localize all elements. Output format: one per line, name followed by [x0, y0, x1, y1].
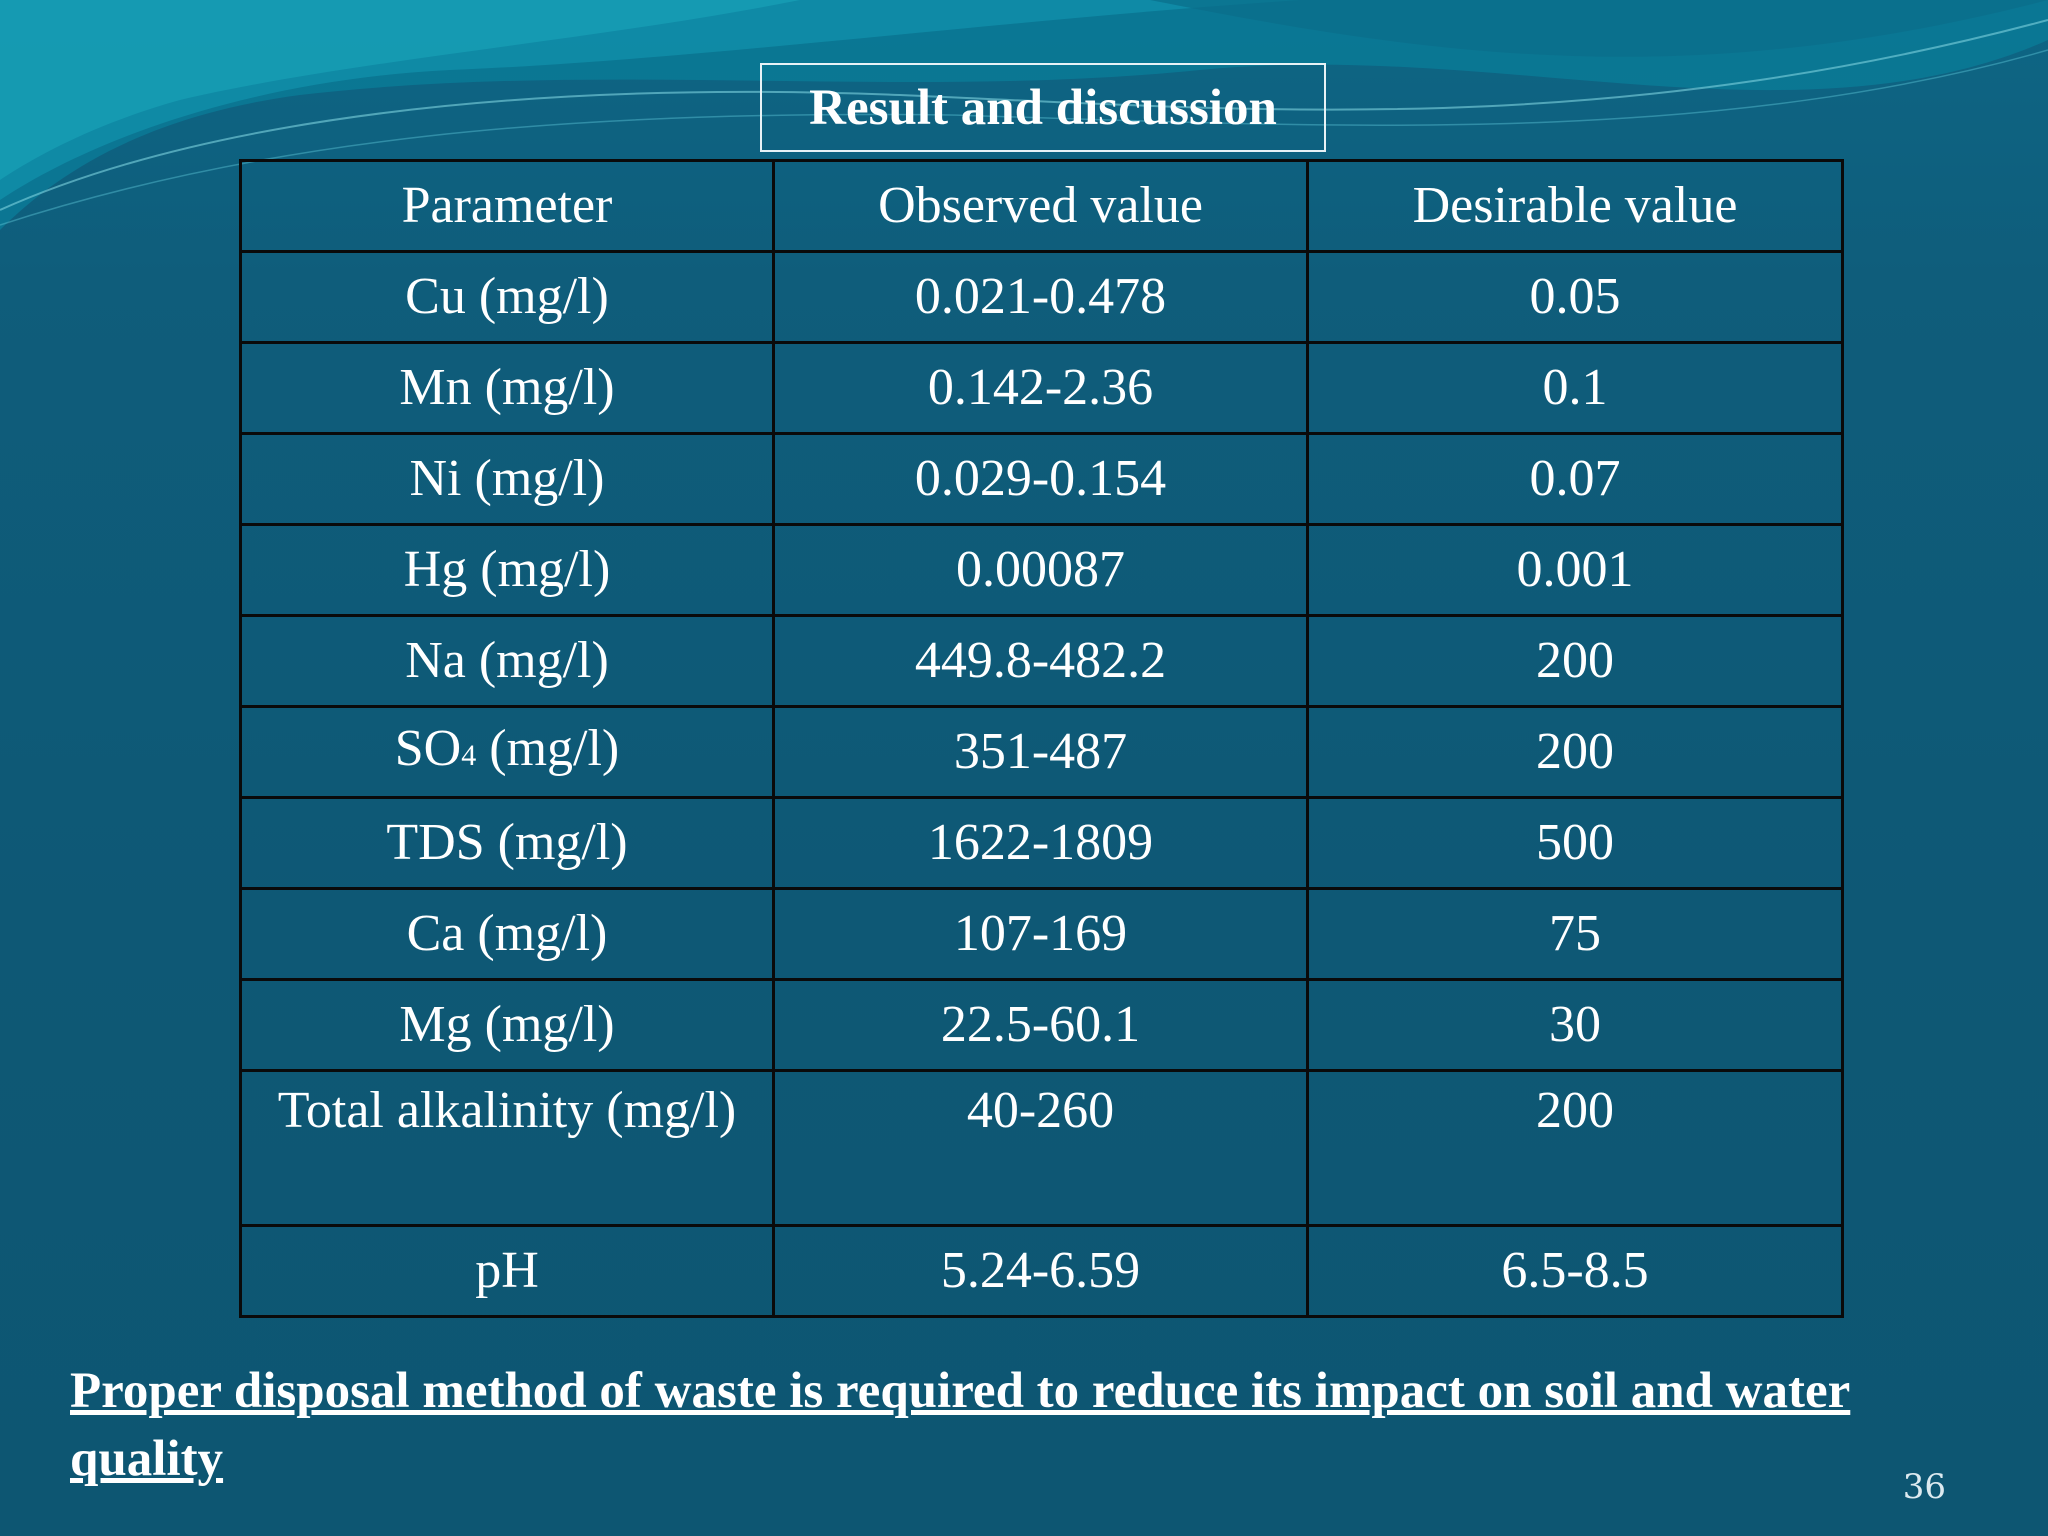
desirable-value-cell: 0.05	[1306, 250, 1844, 344]
page-number: 36	[1902, 1467, 1946, 1507]
table-header-row: Parameter Observed value Desirable value	[239, 159, 1844, 253]
observed-value-cell: 351-487	[772, 705, 1309, 799]
desirable-value-cell: 0.07	[1306, 432, 1844, 526]
desirable-value-cell: 0.001	[1306, 523, 1844, 617]
parameter-cell: Total alkalinity (mg/l)	[239, 1069, 775, 1227]
results-table: Parameter Observed value Desirable value…	[239, 159, 1844, 1318]
parameter-cell: Ni (mg/l)	[239, 432, 775, 526]
observed-value-cell: 0.021-0.478	[772, 250, 1309, 344]
observed-value-cell: 0.00087	[772, 523, 1309, 617]
table-row: Hg (mg/l) 0.00087 0.001	[239, 523, 1844, 617]
parameter-cell: SO4 (mg/l)	[239, 705, 775, 799]
desirable-value-cell: 6.5-8.5	[1306, 1224, 1844, 1318]
table-row: Mn (mg/l) 0.142-2.36 0.1	[239, 341, 1844, 435]
parameter-cell: pH	[239, 1224, 775, 1318]
column-header-desirable-value: Desirable value	[1306, 159, 1844, 253]
observed-value-cell: 1622-1809	[772, 796, 1309, 890]
observed-value-cell: 5.24-6.59	[772, 1224, 1309, 1318]
desirable-value-cell: 30	[1306, 978, 1844, 1072]
desirable-value-cell: 200	[1306, 1069, 1844, 1227]
parameter-cell: Cu (mg/l)	[239, 250, 775, 344]
observed-value-cell: 40-260	[772, 1069, 1309, 1227]
parameter-cell: Na (mg/l)	[239, 614, 775, 708]
table-row: Cu (mg/l) 0.021-0.478 0.05	[239, 250, 1844, 344]
slide-title: Result and discussion	[760, 63, 1326, 152]
observed-value-cell: 107-169	[772, 887, 1309, 981]
table-row: Ca (mg/l) 107-169 75	[239, 887, 1844, 981]
parameter-cell: Mn (mg/l)	[239, 341, 775, 435]
table-row: TDS (mg/l) 1622-1809 500	[239, 796, 1844, 890]
table-row: Na (mg/l) 449.8-482.2 200	[239, 614, 1844, 708]
observed-value-cell: 22.5-60.1	[772, 978, 1309, 1072]
parameter-cell: Mg (mg/l)	[239, 978, 775, 1072]
observed-value-cell: 449.8-482.2	[772, 614, 1309, 708]
parameter-formula: SO	[394, 719, 462, 777]
parameter-cell: TDS (mg/l)	[239, 796, 775, 890]
desirable-value-cell: 0.1	[1306, 341, 1844, 435]
desirable-value-cell: 200	[1306, 705, 1844, 799]
table-row: Ni (mg/l) 0.029-0.154 0.07	[239, 432, 1844, 526]
column-header-observed-value: Observed value	[772, 159, 1309, 253]
table-row: Mg (mg/l) 22.5-60.1 30	[239, 978, 1844, 1072]
desirable-value-cell: 75	[1306, 887, 1844, 981]
observed-value-cell: 0.029-0.154	[772, 432, 1309, 526]
observed-value-cell: 0.142-2.36	[772, 341, 1309, 435]
table-row: SO4 (mg/l) 351-487 200	[239, 705, 1844, 799]
desirable-value-cell: 200	[1306, 614, 1844, 708]
desirable-value-cell: 500	[1306, 796, 1844, 890]
parameter-cell: Ca (mg/l)	[239, 887, 775, 981]
conclusion-text: Proper disposal method of waste is requi…	[70, 1363, 1851, 1487]
column-header-parameter: Parameter	[239, 159, 775, 253]
parameter-subscript: 4	[461, 738, 477, 772]
parameter-unit: (mg/l)	[476, 719, 620, 777]
table-row: Total alkalinity (mg/l) 40-260 200	[239, 1069, 1844, 1227]
decorative-waves	[0, 0, 2048, 230]
table-row: pH 5.24-6.59 6.5-8.5	[239, 1224, 1844, 1318]
parameter-cell: Hg (mg/l)	[239, 523, 775, 617]
